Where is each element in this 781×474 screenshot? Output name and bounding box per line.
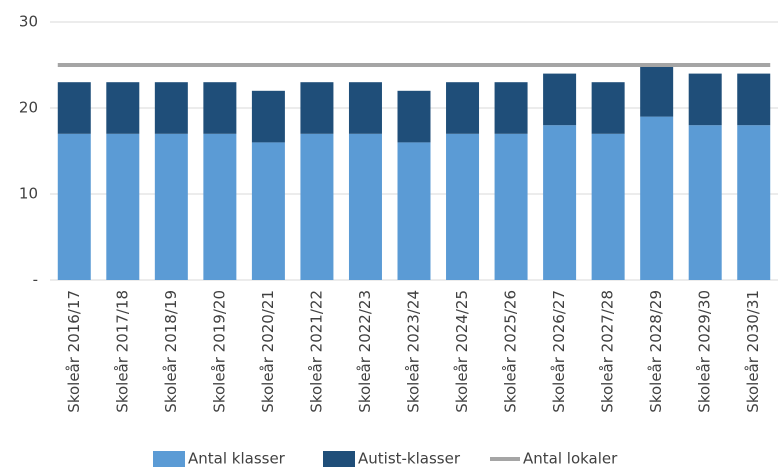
legend-label: Antal lokaler	[523, 450, 618, 468]
y-tick-label: 30	[19, 13, 38, 31]
legend-label: Antal klasser	[188, 450, 286, 468]
bar	[300, 82, 334, 134]
x-tick-label: Skoleår 2027/28	[599, 290, 617, 413]
bar	[640, 65, 674, 117]
bar	[106, 82, 140, 134]
bar	[543, 125, 577, 280]
bar	[688, 125, 722, 280]
bar	[203, 133, 237, 280]
bar	[397, 142, 431, 280]
x-tick-label: Skoleår 2024/25	[453, 290, 471, 413]
bar	[446, 82, 480, 134]
bar	[494, 133, 528, 280]
x-tick-label: Skoleår 2017/18	[113, 290, 131, 413]
bar	[591, 82, 625, 134]
bar	[251, 142, 285, 280]
bar	[494, 82, 528, 134]
bar	[300, 133, 334, 280]
bar	[543, 73, 577, 126]
bar	[591, 133, 625, 280]
bar	[688, 73, 722, 126]
x-tick-label: Skoleår 2021/22	[307, 290, 325, 413]
legend-swatch	[153, 451, 185, 467]
legend-swatch	[323, 451, 355, 467]
x-tick-label: Skoleår 2018/19	[162, 290, 180, 413]
bar	[203, 82, 237, 134]
x-tick-label: Skoleår 2025/26	[502, 290, 520, 413]
bar	[106, 133, 140, 280]
bar	[446, 133, 480, 280]
bar	[57, 133, 91, 280]
bar	[737, 73, 771, 126]
y-tick-label: 10	[19, 185, 38, 203]
bar	[251, 90, 285, 143]
x-tick-label: Skoleår 2023/24	[405, 290, 423, 413]
bar	[348, 82, 382, 134]
legend-label: Autist-klasser	[358, 450, 461, 468]
bar	[348, 133, 382, 280]
x-tick-label: Skoleår 2020/21	[259, 290, 277, 413]
x-tick-label: Skoleår 2030/31	[744, 290, 762, 413]
x-tick-label: Skoleår 2029/30	[696, 290, 714, 413]
x-tick-label: Skoleår 2016/17	[65, 290, 83, 413]
x-tick-label: Skoleår 2026/27	[550, 290, 568, 413]
x-tick-label: Skoleår 2022/23	[356, 290, 374, 413]
x-tick-label: Skoleår 2028/29	[647, 290, 665, 413]
bar	[57, 82, 91, 134]
bar	[737, 125, 771, 280]
x-tick-label: Skoleår 2019/20	[210, 290, 228, 413]
y-tick-label: 20	[19, 99, 38, 117]
bar	[397, 90, 431, 143]
bar	[640, 116, 674, 280]
y-tick-label: -	[33, 271, 38, 289]
bar	[154, 82, 188, 134]
bar	[154, 133, 188, 280]
